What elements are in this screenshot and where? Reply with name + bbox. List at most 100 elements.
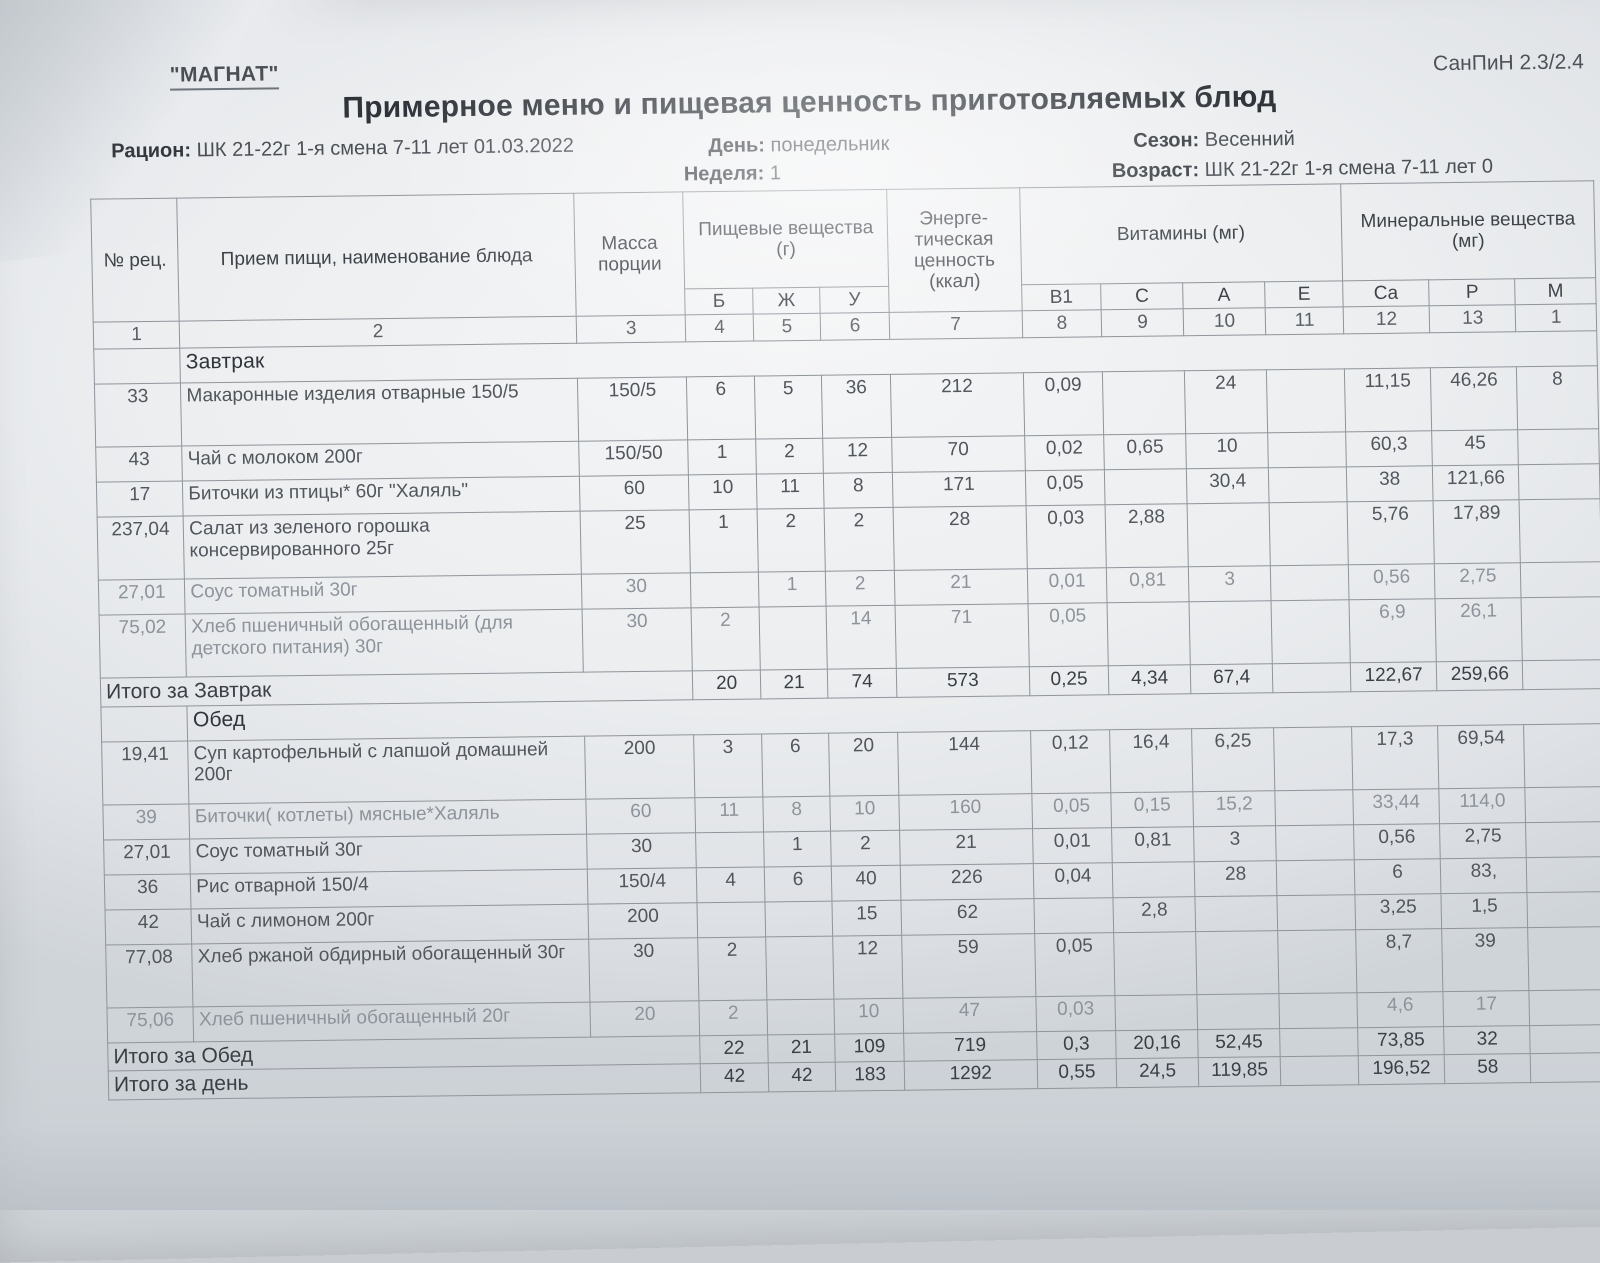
cell-p: 121,66 xyxy=(1432,464,1520,502)
cell-u: 12 xyxy=(822,437,893,474)
day-total-e xyxy=(1280,1056,1359,1086)
cell-b: 2 xyxy=(698,936,767,1001)
meta-age-label: Возраст: xyxy=(1111,159,1200,183)
cell-rec-no: 27,01 xyxy=(98,579,186,616)
cell-b1: 0,05 xyxy=(1027,603,1109,667)
cell-dish-name: Макаронные изделия отварные 150/5 xyxy=(180,378,579,447)
cell-ca: 8,7 xyxy=(1355,928,1444,993)
th-rec-no: № рец. xyxy=(90,198,180,323)
cell-zh xyxy=(765,935,835,1000)
cell-b1: 0,01 xyxy=(1026,568,1108,604)
cell-c: 0,15 xyxy=(1111,791,1194,828)
cell-a: 30,4 xyxy=(1186,468,1270,505)
cell-zh xyxy=(758,606,828,671)
total-zh: 21 xyxy=(760,669,829,699)
cell-portion: 60 xyxy=(585,797,697,834)
cell-b1: 0,12 xyxy=(1030,729,1112,794)
th-vitamin-b1: В1 xyxy=(1021,283,1102,312)
cell-e xyxy=(1269,502,1349,567)
total-b: 20 xyxy=(692,670,761,700)
cell-u: 15 xyxy=(832,900,902,936)
cell-e xyxy=(1277,894,1356,931)
cell-kcal: 212 xyxy=(890,373,1025,438)
cell-u: 8 xyxy=(823,472,894,509)
cell-portion: 30 xyxy=(588,937,700,1002)
cell-ca: 11,15 xyxy=(1344,368,1432,433)
day-total-mg xyxy=(1530,1052,1600,1083)
cell-portion: 30 xyxy=(586,832,697,869)
total-p: 259,66 xyxy=(1436,660,1524,691)
cell-ca: 3,25 xyxy=(1354,893,1442,930)
total-c: 4,34 xyxy=(1108,665,1191,695)
cell-mg xyxy=(1529,989,1600,1026)
total-p: 32 xyxy=(1443,1025,1531,1055)
cell-u: 14 xyxy=(826,605,897,670)
day-total-p: 58 xyxy=(1444,1053,1532,1084)
cell-b xyxy=(690,572,759,609)
cell-kcal: 226 xyxy=(900,863,1034,901)
colnum: 6 xyxy=(820,312,890,341)
cell-p: 114,0 xyxy=(1439,787,1527,824)
cell-c: 16,4 xyxy=(1110,728,1193,793)
cell-mg xyxy=(1526,856,1600,893)
total-b1: 0,3 xyxy=(1036,1030,1117,1060)
cell-a: 3 xyxy=(1188,566,1272,603)
th-mineral-ca: Ca xyxy=(1342,279,1430,308)
meta-week-label: Неделя: xyxy=(683,162,765,186)
meta-age: Возраст: ШК 21-22г 1-я смена 7-11 лет 0 xyxy=(1112,156,1494,184)
cell-e xyxy=(1278,929,1357,994)
cell-u: 20 xyxy=(828,732,899,796)
cell-p: 46,26 xyxy=(1430,367,1519,432)
cell-b: 6 xyxy=(686,376,756,441)
cell-c xyxy=(1102,371,1186,436)
cell-u: 10 xyxy=(834,998,904,1034)
cell-a: 6,25 xyxy=(1191,727,1276,792)
cell-a: 10 xyxy=(1185,433,1269,470)
cell-kcal: 28 xyxy=(893,506,1027,571)
total-mg xyxy=(1522,659,1600,690)
day-total-u: 183 xyxy=(835,1061,905,1091)
th-carbs: У xyxy=(819,286,890,314)
total-e xyxy=(1280,1027,1359,1057)
cell-mg xyxy=(1528,926,1600,991)
meta-week: Неделя: 1 xyxy=(684,162,782,186)
meta-ration-label: Рацион: xyxy=(111,139,192,163)
day-total-kcal: 1292 xyxy=(904,1059,1038,1091)
day-total-zh: 42 xyxy=(768,1062,836,1092)
cell-e xyxy=(1276,859,1355,896)
total-ca: 122,67 xyxy=(1350,661,1438,692)
page-title: Примерное меню и пищевая ценность пригот… xyxy=(342,80,1277,125)
cell-b: 4 xyxy=(696,866,765,903)
total-ca: 73,85 xyxy=(1357,1026,1445,1057)
th-vitamin-c: С xyxy=(1101,282,1183,311)
page-bottom-shadow xyxy=(0,1020,1600,1210)
total-u: 109 xyxy=(834,1033,905,1063)
meal-header-spacer xyxy=(93,348,181,385)
cell-kcal: 47 xyxy=(902,996,1037,1034)
cell-p: 83, xyxy=(1440,857,1528,894)
cell-e xyxy=(1266,369,1346,434)
day-total-c: 24,5 xyxy=(1116,1057,1199,1088)
cell-dish-name: Чай с лимоном 200г xyxy=(191,903,589,944)
cell-mg xyxy=(1521,596,1600,661)
cell-mg xyxy=(1519,498,1600,563)
cell-rec-no: 77,08 xyxy=(105,943,194,1008)
meta-age-value: ШК 21-22г 1-я смена 7-11 лет 0 xyxy=(1204,155,1494,182)
meta-day-value: понедельник xyxy=(770,132,890,157)
cell-portion: 30 xyxy=(582,608,693,673)
cell-rec-no: 42 xyxy=(104,908,192,945)
th-energy: Энерге-тическая ценность (ккал) xyxy=(886,187,1022,313)
th-nutrients-group: Пищевые вещества (г) xyxy=(683,189,889,289)
cell-portion: 25 xyxy=(580,510,691,575)
cell-zh: 8 xyxy=(762,795,831,832)
cell-dish-name: Чай с молоком 200г xyxy=(181,441,580,482)
cell-zh: 5 xyxy=(754,375,823,440)
day-total-b1: 0,55 xyxy=(1036,1058,1118,1089)
th-mineral-p: P xyxy=(1428,278,1516,307)
cell-ca: 4,6 xyxy=(1356,991,1444,1028)
cell-b: 10 xyxy=(688,474,757,511)
cell-rec-no: 17 xyxy=(96,481,184,518)
cell-c xyxy=(1107,602,1191,667)
colnum: 3 xyxy=(576,315,687,344)
th-vitamin-e: Е xyxy=(1265,280,1344,309)
